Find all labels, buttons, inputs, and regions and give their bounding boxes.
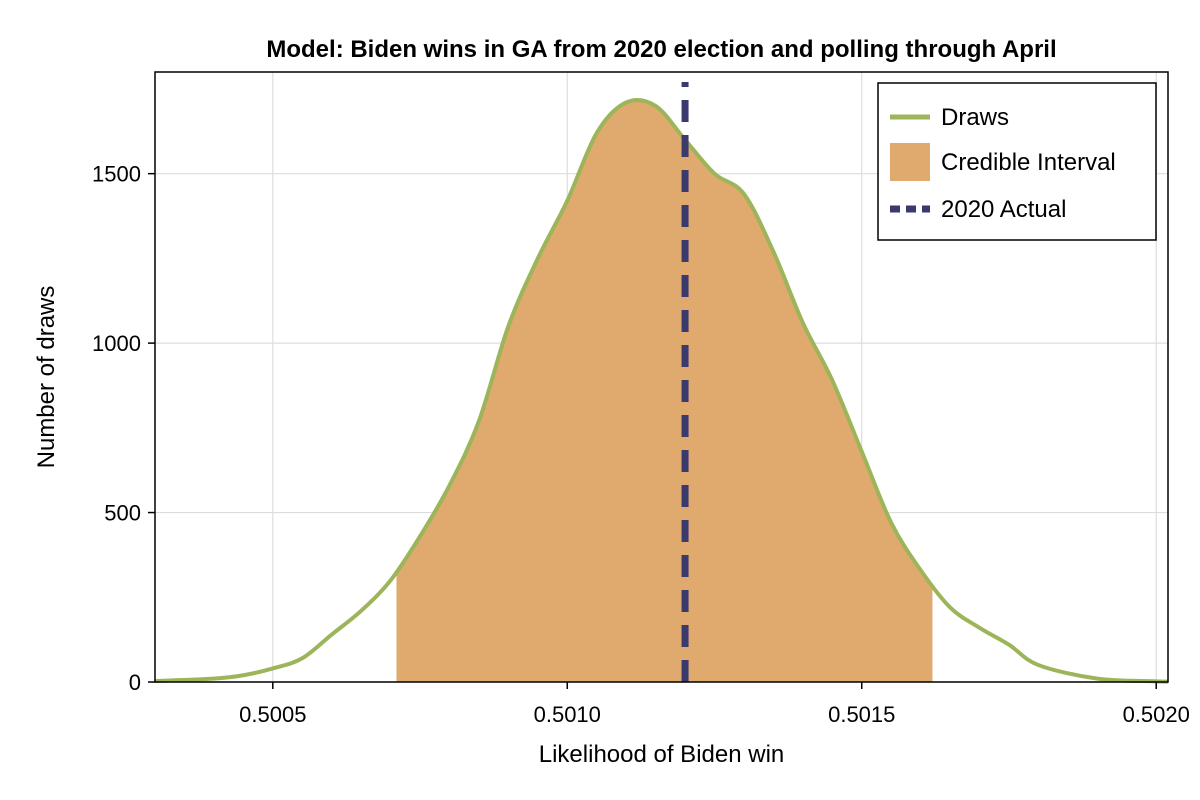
- credible-interval-fill: [396, 99, 933, 683]
- legend-credible-interval-swatch: [890, 143, 930, 181]
- legend-actual-label: 2020 Actual: [941, 196, 1066, 223]
- plot-frame: [154, 71, 1169, 683]
- legend-draws-label: Draws: [941, 104, 1009, 131]
- x-axis-title: Likelihood of Biden win: [539, 741, 785, 768]
- axes: [154, 71, 1169, 683]
- y-tick-label: 0: [129, 670, 141, 695]
- draws-line: [154, 97, 1169, 684]
- legend-credible-interval-label: Credible Interval: [941, 149, 1116, 176]
- y-axis-title: Number of draws: [33, 286, 60, 469]
- chart-title: Model: Biden wins in GA from 2020 electi…: [266, 36, 1056, 63]
- y-tick-label: 1500: [92, 162, 141, 187]
- x-tick-label: 0.5005: [239, 702, 306, 727]
- x-tick-label: 0.5015: [828, 702, 895, 727]
- x-axis-ticks: 0.5005 0.5010 0.5015 0.5020: [239, 682, 1190, 727]
- y-axis-ticks: 0 500 1000 1500: [92, 162, 155, 695]
- legend: Draws Credible Interval 2020 Actual: [877, 82, 1157, 241]
- x-tick-label: 0.5020: [1123, 702, 1190, 727]
- y-tick-label: 500: [104, 501, 141, 526]
- x-tick-label: 0.5010: [534, 702, 601, 727]
- credible-interval-area: [396, 99, 933, 683]
- draws-series: [154, 97, 1169, 684]
- y-tick-label: 1000: [92, 331, 141, 356]
